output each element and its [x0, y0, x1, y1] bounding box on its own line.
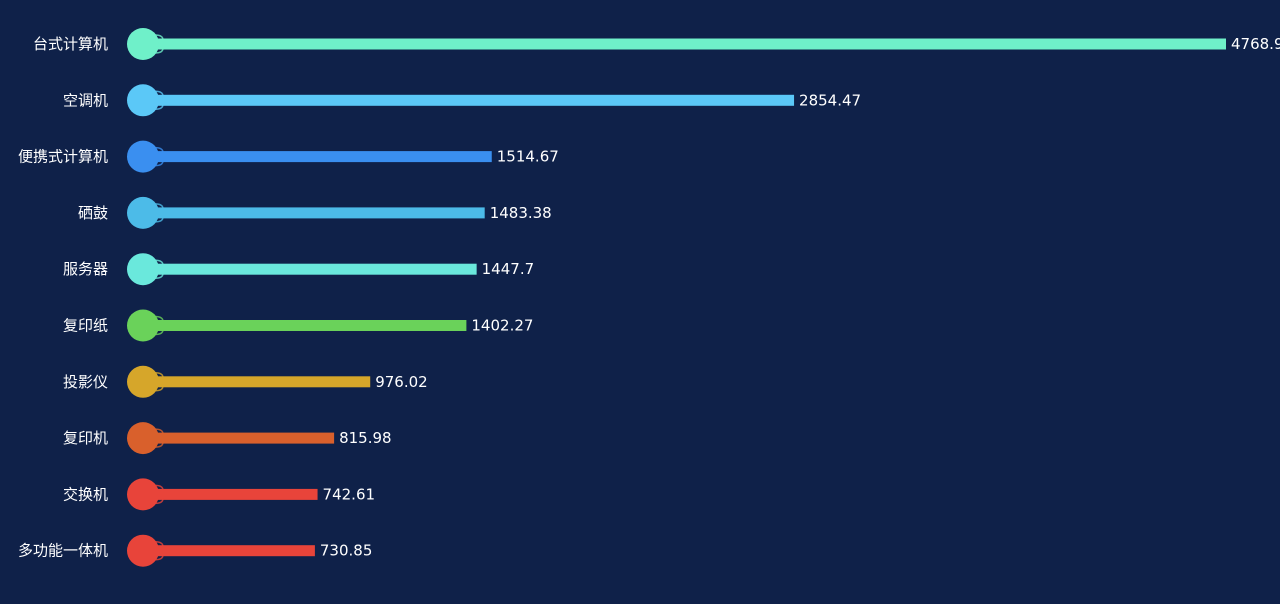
bar-row: 空调机 2854.47	[63, 84, 861, 117]
bar-head-circle	[127, 253, 159, 286]
bar-head-circle	[127, 365, 159, 398]
bar-head-circle	[127, 28, 159, 60]
category-label: 复印机	[63, 429, 108, 447]
bar-head-bracket	[154, 146, 164, 167]
bar-head-circle	[127, 84, 159, 117]
bar-head-bracket	[154, 90, 164, 111]
bar-head-circle	[127, 140, 159, 173]
category-label: 复印纸	[63, 317, 108, 335]
bar-row: 交换机 742.61	[63, 478, 376, 511]
bar-row: 复印纸 1402.27	[63, 309, 533, 342]
bar	[150, 207, 485, 219]
bar-row: 便携式计算机 1514.67	[18, 140, 559, 173]
value-label: 976.02	[375, 373, 428, 391]
category-label: 台式计算机	[33, 35, 108, 53]
category-label: 硒鼓	[78, 204, 108, 222]
bar-head-bracket	[154, 259, 164, 279]
bar-head-circle	[127, 534, 159, 567]
bar-row: 台式计算机 4768.9	[33, 28, 1280, 60]
bar-head-bracket	[154, 315, 164, 336]
bar	[150, 488, 318, 500]
bar-head-circle	[127, 422, 159, 455]
category-label: 多功能一体机	[18, 542, 108, 560]
category-label: 便携式计算机	[18, 148, 108, 166]
bar-row: 多功能一体机 730.85	[18, 534, 373, 567]
category-label: 空调机	[63, 91, 108, 109]
bar-head-circle	[127, 309, 159, 342]
bar-head-bracket	[154, 203, 164, 223]
value-label: 1402.27	[471, 317, 533, 335]
bar-row: 复印机 815.98	[63, 422, 392, 455]
value-label: 815.98	[339, 429, 392, 447]
value-label: 1514.67	[497, 148, 559, 166]
bar	[150, 151, 492, 163]
value-label: 4768.9	[1231, 35, 1280, 53]
category-label: 交换机	[63, 485, 108, 503]
bar-row: 投影仪 976.02	[63, 365, 428, 398]
bar-row: 硒鼓 1483.38	[78, 196, 552, 229]
bar-head-circle	[127, 196, 159, 229]
bar-head-circle	[127, 478, 159, 511]
value-label: 730.85	[320, 542, 373, 560]
category-label: 投影仪	[63, 373, 108, 391]
bar-head-bracket	[154, 34, 164, 54]
category-label: 服务器	[63, 260, 108, 278]
bar	[150, 432, 335, 444]
bar-head-bracket	[154, 372, 164, 392]
bar-head-bracket	[154, 428, 164, 448]
bar-head-bracket	[154, 540, 164, 561]
bar	[150, 94, 795, 106]
bar-row: 服务器 1447.7	[63, 253, 535, 286]
bar	[150, 545, 315, 557]
bar	[150, 263, 477, 275]
bar	[150, 320, 467, 331]
value-label: 1483.38	[490, 204, 552, 222]
value-label: 2854.47	[799, 91, 861, 109]
bar	[150, 376, 371, 388]
bar	[150, 38, 1226, 50]
value-label: 742.61	[323, 485, 376, 503]
bar-head-bracket	[154, 484, 164, 505]
value-label: 1447.7	[482, 260, 535, 278]
